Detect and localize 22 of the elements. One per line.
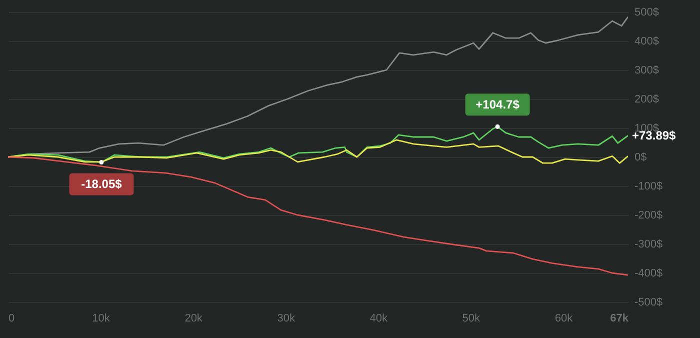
line-series <box>8 156 628 276</box>
annotation: -18.05$ <box>81 177 122 192</box>
y-tick-label: -100$ <box>634 180 663 192</box>
annotation: +104.7$ <box>476 98 520 112</box>
x-tick-label: 60k <box>554 312 574 324</box>
y-tick-label: 200$ <box>634 94 659 106</box>
x-tick-label: 67k <box>610 312 630 324</box>
x-tick-label: 40k <box>370 312 388 324</box>
y-tick-label: 400$ <box>634 36 659 48</box>
x-tick-label: 0 <box>8 312 15 324</box>
y-tick-label: 500$ <box>634 6 659 18</box>
x-tick-label: 30k <box>277 312 296 324</box>
y-tick-label: 0$ <box>634 152 647 164</box>
line-series <box>8 139 628 164</box>
y-tick-label: -300$ <box>634 238 663 250</box>
x-tick-label: 20k <box>184 312 203 324</box>
x-tick-label: 10k <box>92 312 110 324</box>
y-tick-label: -200$ <box>634 210 663 222</box>
x-tick-label: 50k <box>462 312 481 324</box>
y-tick-label: 300$ <box>634 64 659 76</box>
y-tick-label: -400$ <box>634 268 663 280</box>
y-tick-label: -500$ <box>634 296 663 308</box>
